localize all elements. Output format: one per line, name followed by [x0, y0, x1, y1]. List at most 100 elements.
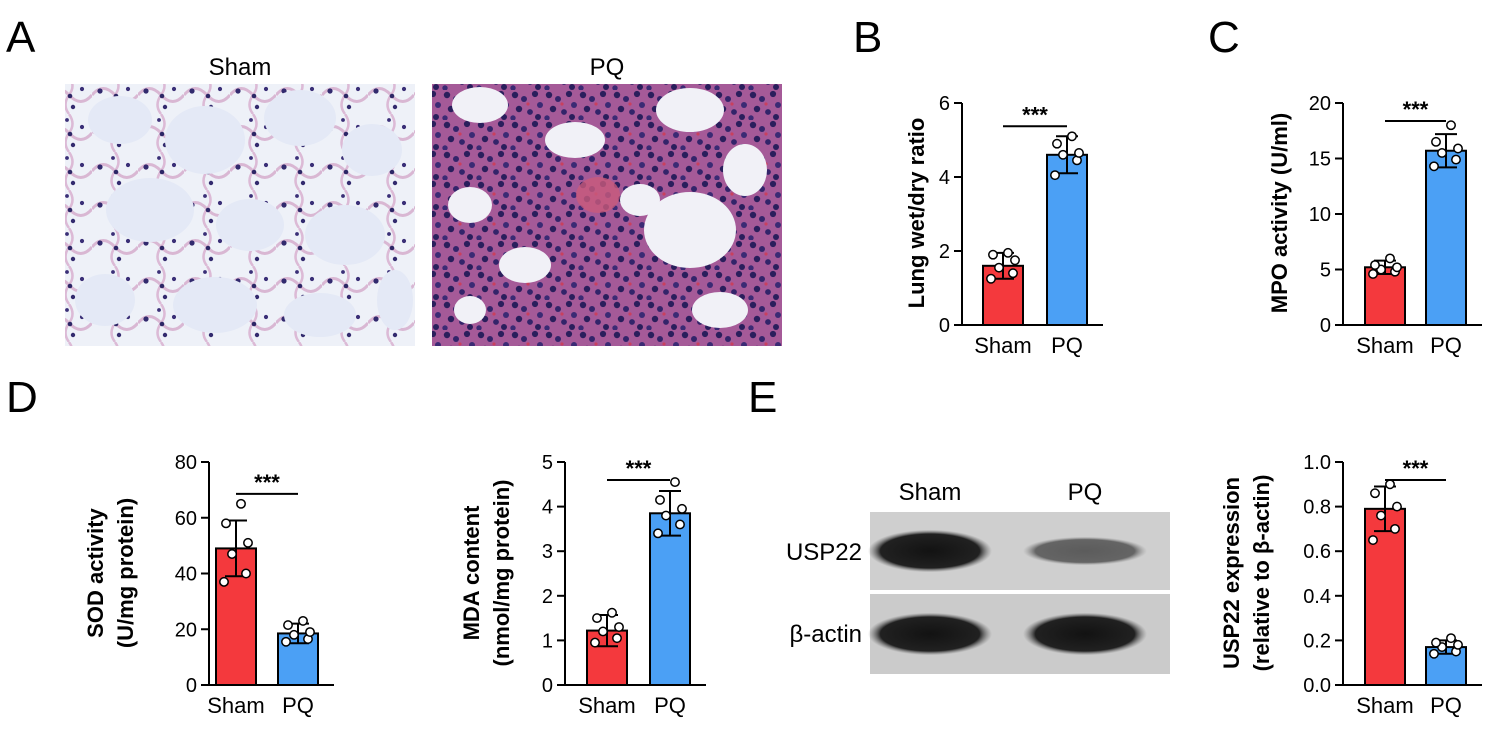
y-tick-label: 2 — [939, 241, 950, 263]
panel-a: A Sham PQ — [6, 13, 782, 346]
blot-band-usp22-sham — [868, 529, 992, 573]
y-tick-label: 20 — [175, 619, 197, 641]
blot-row-label-usp22: USP22 — [786, 539, 862, 566]
blot-band-actin-sham — [868, 612, 992, 656]
panel-b-chart: B 0 2 4 6 Lung wet/dry ratio Sham PQ *** — [853, 13, 1103, 358]
data-point — [590, 637, 600, 648]
histology-label-sham: Sham — [209, 54, 272, 81]
data-point — [677, 503, 687, 514]
panel-letter-b: B — [853, 13, 882, 62]
data-point — [1050, 170, 1060, 181]
y-tick-label: 1 — [542, 630, 553, 652]
data-point — [1370, 488, 1380, 499]
y-tick-label: 6 — [939, 93, 950, 115]
data-point — [1058, 149, 1068, 160]
y-tick-label: 10 — [1309, 204, 1331, 226]
data-point — [1437, 148, 1447, 158]
bar-pq — [1046, 153, 1088, 326]
panel-letter-c: C — [1208, 13, 1240, 62]
data-point — [289, 629, 299, 640]
blot-row-label-actin: β-actin — [790, 621, 863, 648]
significance-label: *** — [254, 470, 280, 495]
panel-d-mda-chart: 0 1 2 3 4 5 MDA content (nmol/mg protein) Sham PQ… — [459, 452, 706, 718]
data-point — [598, 626, 608, 637]
y-tick-label: 0 — [542, 675, 553, 697]
data-point — [592, 613, 602, 624]
panel-c-chart: C 0 5 10 15 20 MPO activity (U/ml) Sham PQ *** — [1208, 13, 1482, 358]
y-tick-label: 0.0 — [1303, 675, 1331, 697]
data-point — [221, 518, 231, 529]
bar-pq — [649, 512, 691, 686]
data-point — [1067, 131, 1077, 142]
data-point — [653, 528, 663, 539]
blot-lane-label-pq: PQ — [1068, 479, 1103, 506]
y-tick-label: 0.8 — [1303, 497, 1331, 519]
data-point — [227, 549, 237, 559]
significance-label: *** — [1403, 97, 1429, 122]
x-tick-label: Sham — [207, 693, 264, 718]
bar-pq — [1425, 149, 1467, 326]
y-tick-label: 5 — [542, 452, 553, 474]
data-point — [1446, 120, 1456, 131]
data-point — [1392, 501, 1402, 512]
data-point — [612, 633, 622, 644]
y-tick-label: 4 — [542, 497, 553, 519]
data-point — [1431, 637, 1441, 648]
significance-label: *** — [626, 456, 652, 481]
blot-band-usp22-pq — [1023, 536, 1147, 566]
data-point — [1010, 255, 1020, 266]
data-point — [1446, 633, 1456, 644]
data-point — [1429, 161, 1439, 172]
x-tick-label: PQ — [654, 693, 686, 718]
data-point — [1074, 148, 1084, 158]
x-tick-label: Sham — [974, 333, 1031, 358]
data-point — [614, 622, 624, 632]
data-point — [988, 249, 998, 260]
data-point — [1052, 138, 1062, 149]
data-point — [1376, 510, 1386, 521]
data-point — [1453, 143, 1463, 154]
data-point — [1385, 479, 1395, 490]
data-point — [1385, 253, 1395, 264]
panel-letter-d: D — [6, 373, 38, 422]
data-point — [1431, 136, 1441, 147]
data-point — [1370, 260, 1380, 271]
x-tick-label: PQ — [1430, 693, 1462, 718]
blot-lane-label-sham: Sham — [899, 479, 962, 506]
data-point — [655, 494, 665, 505]
x-tick-label: PQ — [1430, 333, 1462, 358]
y-tick-label: 0 — [1320, 315, 1331, 337]
x-tick-label: PQ — [1051, 333, 1083, 358]
data-point — [241, 568, 251, 579]
data-point — [243, 537, 253, 548]
y-axis-label: Lung wet/dry ratio — [904, 118, 929, 309]
y-tick-label: 80 — [175, 452, 197, 474]
histology-image-sham — [65, 84, 415, 346]
x-tick-label: Sham — [1356, 693, 1413, 718]
histology-image-pq — [432, 84, 782, 346]
data-point — [1368, 535, 1378, 545]
y-tick-label: 60 — [175, 508, 197, 530]
y-tick-label: 0 — [939, 315, 950, 337]
data-point — [305, 627, 315, 637]
y-tick-label: 4 — [939, 167, 950, 189]
y-axis-label: USP22 expression — [1219, 477, 1244, 669]
y-tick-label: 3 — [542, 541, 553, 563]
y-axis-label: (U/mg protein) — [113, 498, 138, 648]
significance-label: *** — [1403, 456, 1429, 481]
data-point — [986, 273, 996, 284]
y-axis-label: (nmol/mg protein) — [489, 480, 514, 667]
panel-letter-e: E — [748, 373, 777, 422]
significance-label: *** — [1022, 102, 1048, 127]
data-point — [1368, 268, 1378, 279]
y-tick-label: 20 — [1309, 93, 1331, 115]
data-point — [675, 519, 685, 530]
y-tick-label: 15 — [1309, 149, 1331, 171]
y-tick-label: 1.0 — [1303, 452, 1331, 474]
y-tick-label: 2 — [542, 586, 553, 608]
y-axis-label: (relative to β-actin) — [1249, 475, 1274, 672]
histology-label-pq: PQ — [590, 54, 625, 81]
y-tick-label: 0.2 — [1303, 630, 1331, 652]
panel-letter-a: A — [6, 13, 36, 62]
